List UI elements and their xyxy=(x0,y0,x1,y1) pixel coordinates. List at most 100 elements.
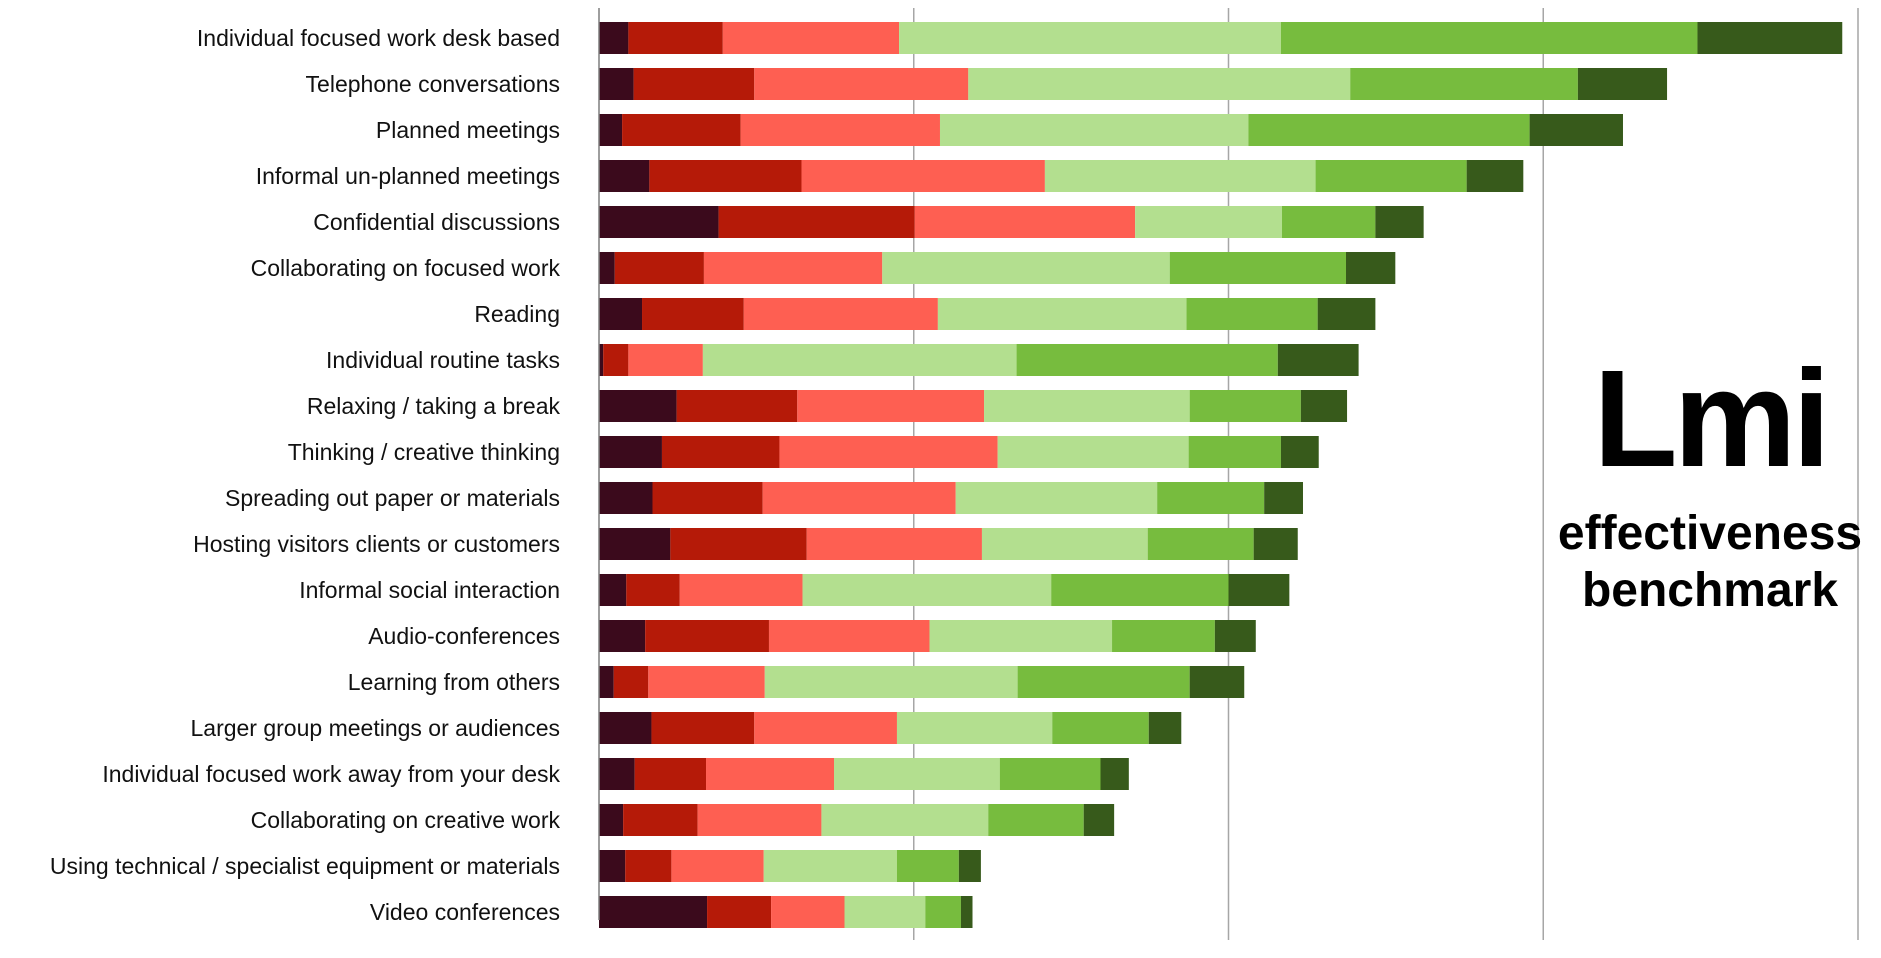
bar-segment-5 xyxy=(1017,666,1190,698)
x-tick-label: 1500 xyxy=(898,956,929,958)
bar-segment-4 xyxy=(929,620,1113,652)
category-label: Relaxing / taking a break xyxy=(307,393,561,419)
bar-segment-1 xyxy=(599,666,614,698)
bar-segment-4 xyxy=(939,114,1249,146)
bar-segment-3 xyxy=(648,666,765,698)
bar-segment-3 xyxy=(797,390,985,422)
bar-segment-6 xyxy=(1317,298,1376,330)
bar-segment-2 xyxy=(649,160,802,192)
bar-segment-6 xyxy=(1277,344,1359,376)
bar-segment-4 xyxy=(1135,206,1283,238)
bar-segment-5 xyxy=(1112,620,1215,652)
bar-segment-1 xyxy=(599,850,626,882)
bar-segment-1 xyxy=(599,344,604,376)
bar-segment-3 xyxy=(743,298,938,330)
category-label: Larger group meetings or audiences xyxy=(190,715,560,741)
bar-segment-5 xyxy=(988,804,1084,836)
bar-segment-5 xyxy=(1188,436,1281,468)
category-label: Collaborating on creative work xyxy=(251,807,561,833)
bar-segment-5 xyxy=(1051,574,1229,606)
bar-segment-3 xyxy=(914,206,1136,238)
bar-segment-3 xyxy=(801,160,1045,192)
bar-segment-3 xyxy=(722,22,900,54)
bar-segment-3 xyxy=(671,850,764,882)
bar-segment-4 xyxy=(702,344,1017,376)
category-label: Individual focused work away from your d… xyxy=(102,761,560,787)
bar-segment-6 xyxy=(1300,390,1348,422)
bar-segment-3 xyxy=(771,896,845,928)
lmi-logo: Lmi xyxy=(1593,342,1830,496)
bar-segment-2 xyxy=(645,620,769,652)
bar-segment-3 xyxy=(754,68,969,100)
bar-segment-2 xyxy=(623,804,698,836)
brand-title-line-2: benchmark xyxy=(1581,563,1839,617)
bar-segment-5 xyxy=(1248,114,1530,146)
bar-segment-5 xyxy=(1052,712,1149,744)
bar-segment-1 xyxy=(599,804,624,836)
bar-segment-4 xyxy=(981,528,1148,560)
bar-segment-6 xyxy=(1189,666,1245,698)
bar-segment-6 xyxy=(960,896,973,928)
bar-segment-2 xyxy=(625,850,672,882)
bar-segment-3 xyxy=(779,436,998,468)
bar-segment-1 xyxy=(599,528,671,560)
category-label: Confidential discussions xyxy=(313,209,560,235)
bar-segment-2 xyxy=(633,68,755,100)
bars xyxy=(599,22,1843,928)
bar-segment-4 xyxy=(763,850,897,882)
bar-segment-5 xyxy=(1157,482,1265,514)
category-label: Video conferences xyxy=(370,899,560,925)
bar-segment-3 xyxy=(762,482,956,514)
bar-segment-2 xyxy=(614,252,704,284)
bar-segment-1 xyxy=(599,482,653,514)
category-label: Individual focused work desk based xyxy=(197,25,560,51)
bar-segment-4 xyxy=(968,68,1351,100)
bar-segment-6 xyxy=(1083,804,1115,836)
bar-segment-5 xyxy=(1169,252,1347,284)
bar-segment-6 xyxy=(1346,252,1396,284)
category-label: Planned meetings xyxy=(376,117,560,143)
bar-segment-6 xyxy=(1577,68,1668,100)
bar-segment-4 xyxy=(821,804,989,836)
bar-segment-4 xyxy=(834,758,1000,790)
category-label: Collaborating on focused work xyxy=(251,255,561,281)
category-label: Spreading out paper or materials xyxy=(225,485,560,511)
bar-segment-5 xyxy=(1282,206,1376,238)
x-tick-label: 4500 xyxy=(1528,956,1559,958)
category-label: Individual routine tasks xyxy=(326,347,560,373)
bar-segment-1 xyxy=(599,574,627,606)
bar-segment-4 xyxy=(899,22,1281,54)
bar-segment-2 xyxy=(622,114,741,146)
bar-segment-4 xyxy=(764,666,1018,698)
category-label: Informal un-planned meetings xyxy=(256,163,560,189)
bar-segment-6 xyxy=(1214,620,1256,652)
bar-segment-3 xyxy=(740,114,940,146)
bar-segment-2 xyxy=(613,666,649,698)
category-label: Audio-conferences xyxy=(368,623,560,649)
bar-segment-5 xyxy=(1280,22,1698,54)
bar-segment-6 xyxy=(958,850,981,882)
bar-segment-6 xyxy=(1264,482,1303,514)
bar-segment-1 xyxy=(599,68,634,100)
bar-segment-4 xyxy=(937,298,1187,330)
bar-segment-5 xyxy=(1315,160,1467,192)
bar-segment-3 xyxy=(754,712,897,744)
bar-segment-4 xyxy=(984,390,1190,422)
category-label: Learning from others xyxy=(348,669,560,695)
bar-segment-5 xyxy=(1147,528,1254,560)
bar-segment-3 xyxy=(768,620,930,652)
bar-segment-1 xyxy=(599,620,646,652)
bar-segment-6 xyxy=(1466,160,1524,192)
bar-segment-3 xyxy=(697,804,822,836)
bar-segment-5 xyxy=(1350,68,1578,100)
x-tick-label: 3000 xyxy=(1213,956,1244,958)
bar-segment-2 xyxy=(718,206,915,238)
bar-segment-4 xyxy=(896,712,1053,744)
bar-segment-4 xyxy=(882,252,1170,284)
bar-segment-3 xyxy=(806,528,982,560)
bar-segment-4 xyxy=(955,482,1158,514)
bar-segment-1 xyxy=(599,206,719,238)
bar-segment-5 xyxy=(925,896,961,928)
bar-segment-4 xyxy=(802,574,1052,606)
bar-segment-2 xyxy=(707,896,772,928)
